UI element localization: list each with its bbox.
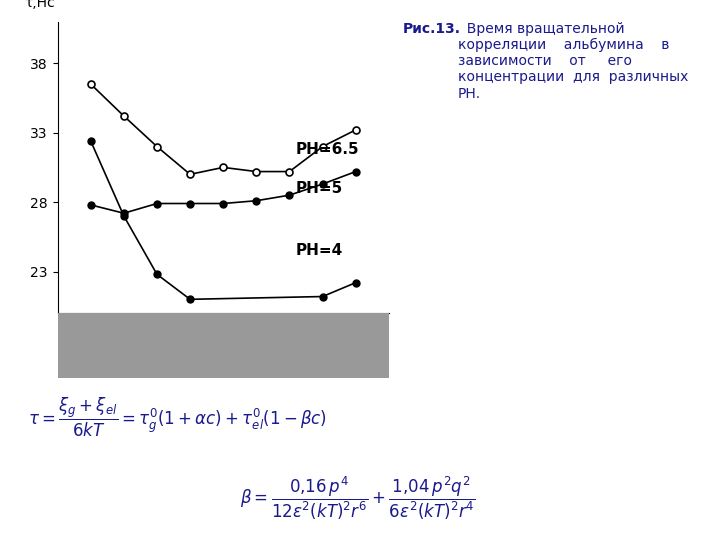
Text: $\beta = \dfrac{0{,}16\,p^4}{12\varepsilon^2(kT)^2 r^6} + \dfrac{1{,}04\,p^2 q^2: $\beta = \dfrac{0{,}16\,p^4}{12\varepsil… — [240, 474, 476, 522]
Text: PH=4: PH=4 — [296, 243, 343, 258]
Text: PH=6.5: PH=6.5 — [296, 142, 360, 157]
Text: $\tau = \dfrac{\xi_g + \xi_{el}}{6kT} = \tau_g^0(1+\alpha c)+\tau_{el}^0(1-\beta: $\tau = \dfrac{\xi_g + \xi_{el}}{6kT} = … — [28, 396, 328, 439]
Text: Рис.13.: Рис.13. — [403, 22, 462, 36]
Text: Время вращательной
корреляции    альбумина    в
зависимости    от     его
концен: Время вращательной корреляции альбумина … — [458, 22, 688, 100]
Text: τ,Нс: τ,Нс — [24, 0, 55, 10]
Text: PH=5: PH=5 — [296, 181, 343, 195]
